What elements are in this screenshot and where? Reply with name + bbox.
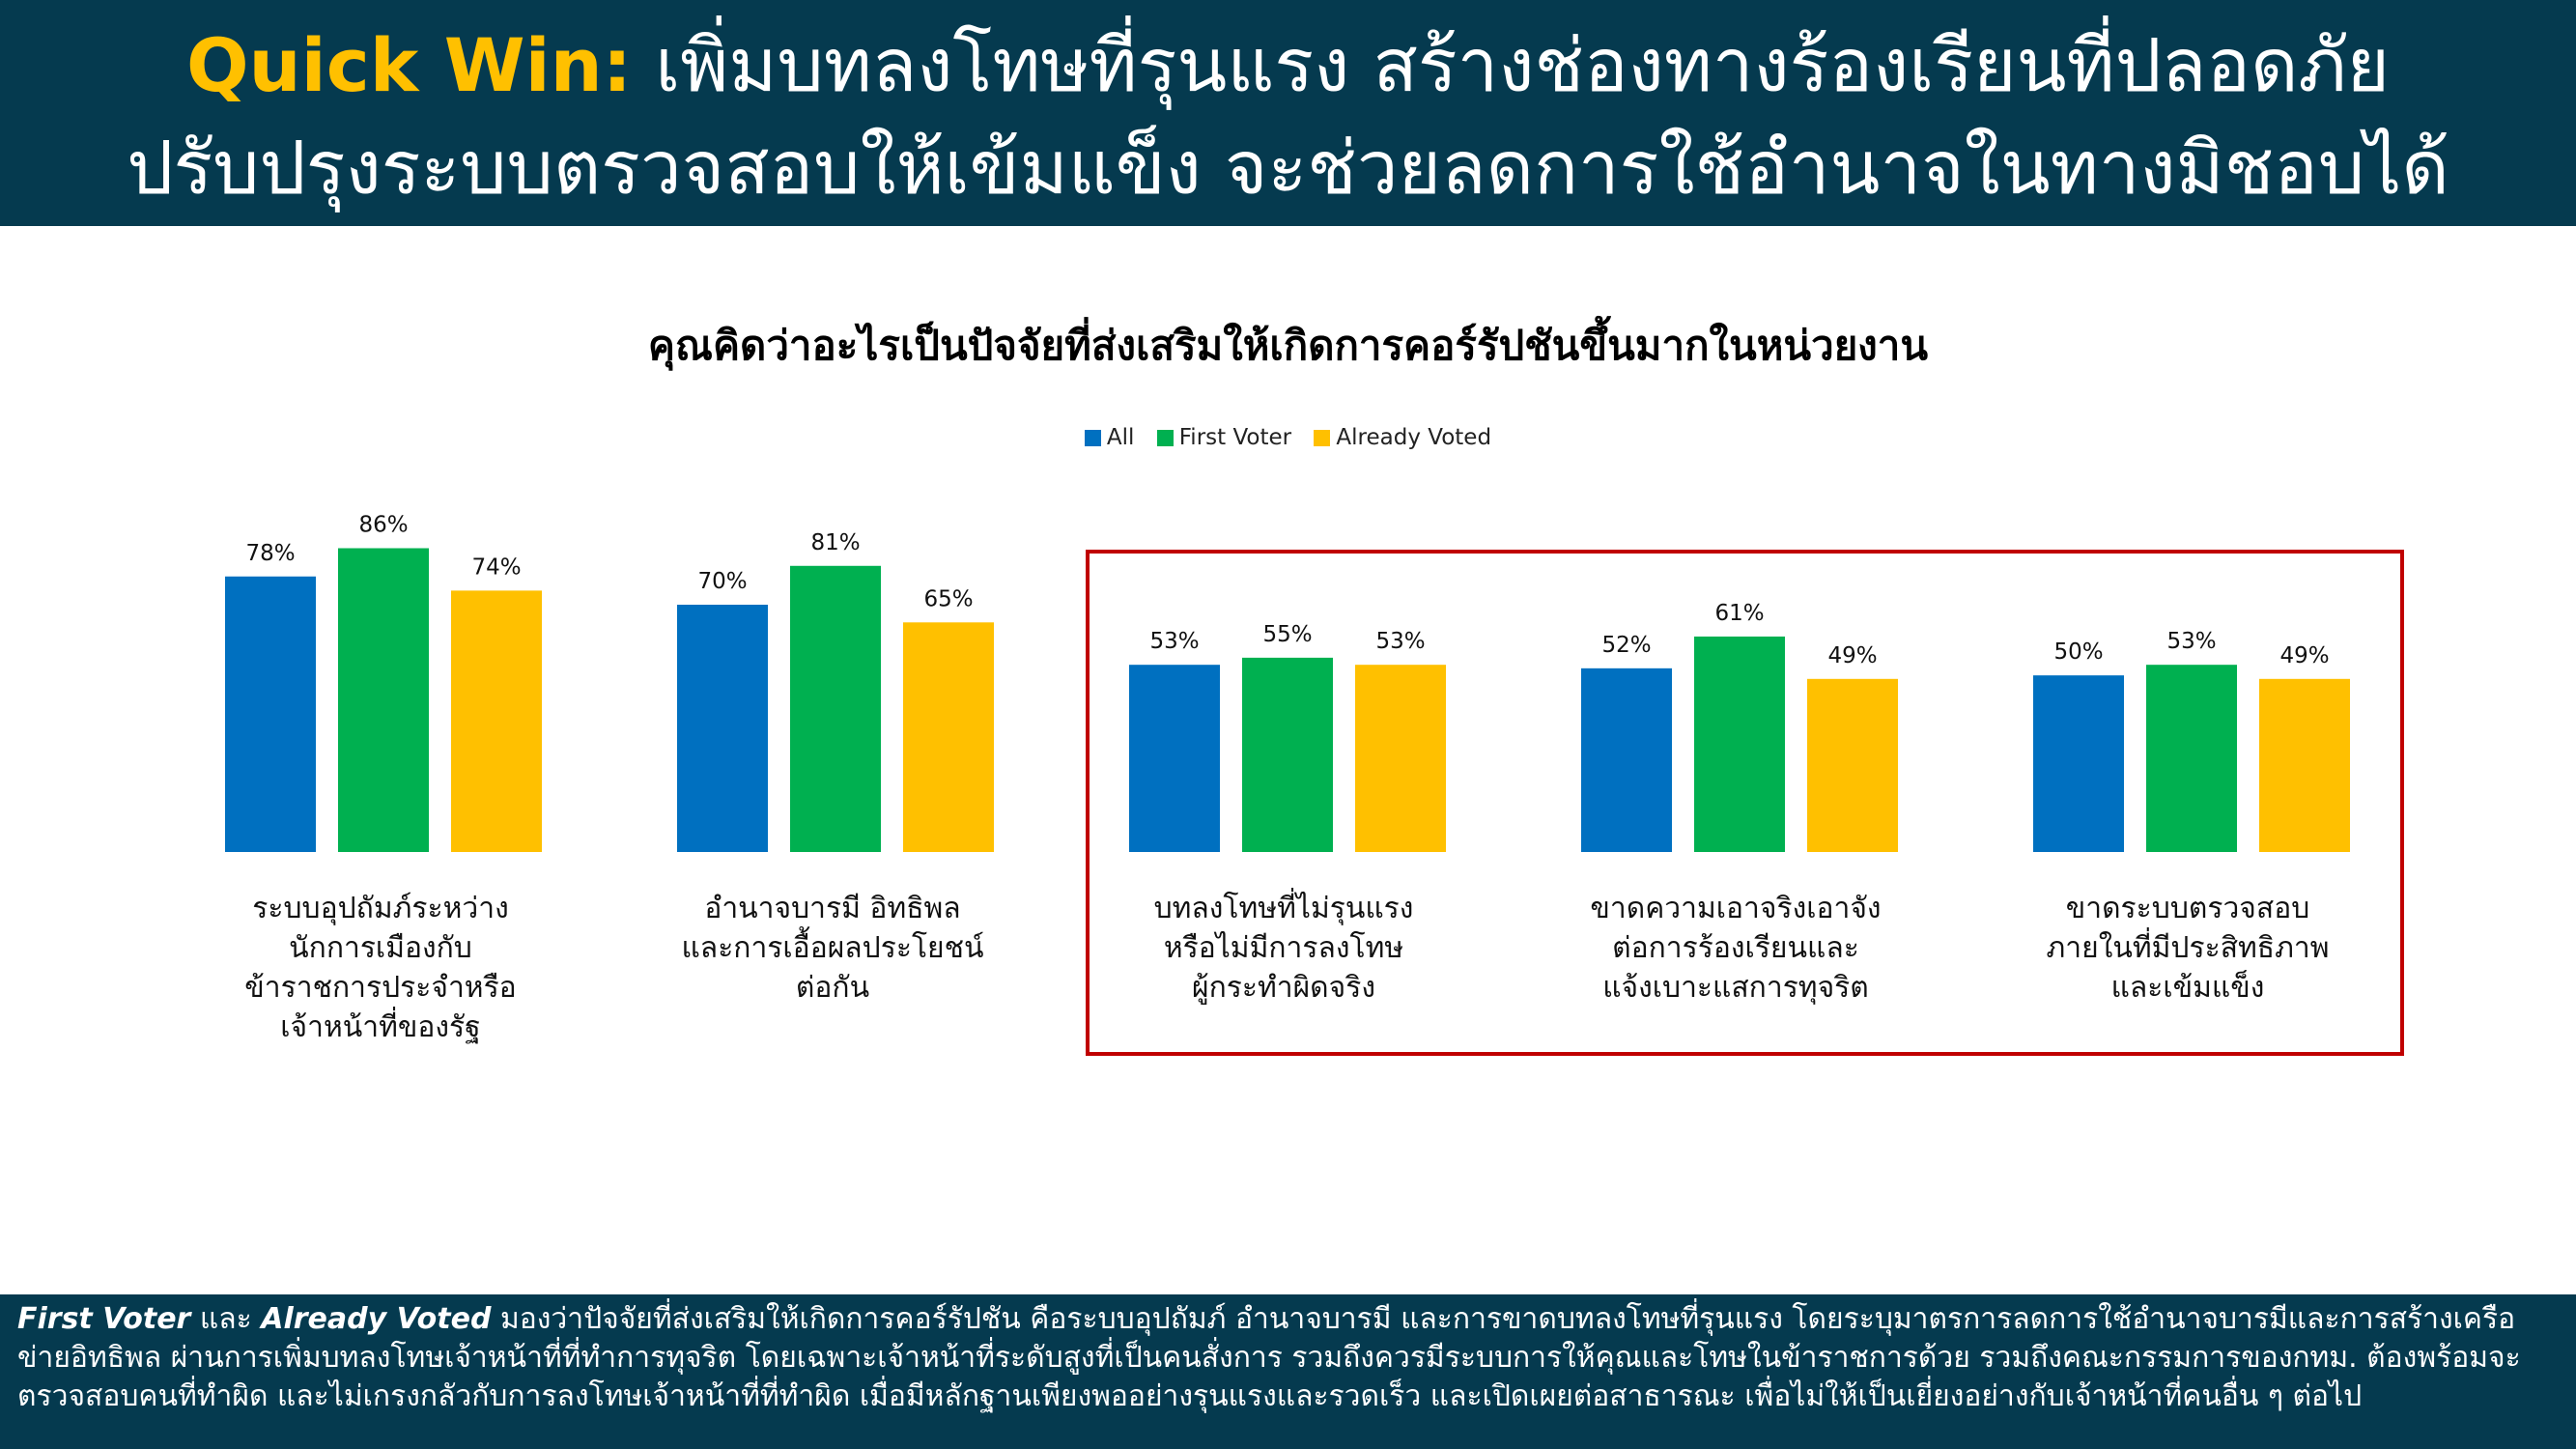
data-label-first-voter-4: 53% — [2166, 629, 2216, 654]
header-line-2: ปรับปรุงระบบตรวจสอบให้เข้มแข็ง จะช่วยลดก… — [127, 125, 2449, 211]
data-label-already-voted-0: 74% — [471, 554, 521, 580]
footer-already-voted: Already Voted — [261, 1302, 492, 1336]
bar-first-voter-1 — [790, 565, 881, 852]
bar-first-voter-0 — [338, 548, 429, 852]
bar-all-4 — [2033, 675, 2124, 852]
legend-item-already-voted: Already Voted — [1314, 425, 1491, 450]
quick-win-label: Quick Win: — [185, 22, 633, 108]
data-label-first-voter-1: 81% — [810, 530, 860, 555]
header-banner: Quick Win: เพิ่มบทลงโทษที่รุนแรง สร้างช่… — [0, 0, 2576, 226]
data-label-already-voted-3: 49% — [1827, 643, 1877, 668]
legend-swatch-already-voted — [1314, 430, 1331, 446]
summary-footer: First Voter และ Already Voted มองว่าปัจจ… — [0, 1294, 2576, 1449]
category-label-weak-punishment: บทลงโทษที่ไม่รุนแรง หรือไม่มีการลงโทษ ผู… — [1153, 892, 1414, 1005]
bar-already-voted-2 — [1355, 665, 1446, 852]
chart-title: คุณคิดว่าอะไรเป็นปัจจัยที่ส่งเสริมให้เกิ… — [647, 322, 1929, 369]
legend-swatch-all — [1084, 430, 1101, 446]
legend-item-first-voter: First Voter — [1156, 425, 1292, 450]
bar-already-voted-1 — [903, 622, 994, 852]
data-label-all-4: 50% — [2053, 639, 2103, 665]
legend-item-all: All — [1084, 425, 1135, 450]
bar-all-1 — [677, 605, 768, 852]
data-label-all-2: 53% — [1149, 629, 1199, 654]
highlight-box — [1086, 550, 2404, 1056]
footer-first-voter: First Voter — [17, 1302, 191, 1336]
category-label-complaint-handling: ขาดความเอาจริงเอาจัง ต่อการร้องเรียนและ … — [1590, 892, 1882, 1005]
bar-already-voted-3 — [1807, 678, 1898, 852]
bar-already-voted-0 — [451, 590, 542, 852]
category-label-patronage: ระบบอุปถัมภ์ระหว่าง นักการเมืองกับ ข้ารา… — [244, 892, 517, 1044]
bar-all-3 — [1581, 668, 1672, 852]
bar-already-voted-4 — [2259, 678, 2350, 852]
bar-all-2 — [1129, 665, 1220, 852]
legend-label-all: All — [1106, 425, 1135, 450]
footer-text-1: และ — [190, 1302, 262, 1336]
legend-swatch-first-voter — [1156, 430, 1174, 446]
data-label-first-voter-0: 86% — [358, 512, 408, 537]
category-label-internal-audit: ขาดระบบตรวจสอบ ภายในที่มีประสิทธิภาพ และ… — [2046, 892, 2330, 1005]
data-label-already-voted-1: 65% — [923, 586, 973, 611]
bar-first-voter-2 — [1242, 657, 1333, 852]
header-line-1-text: เพิ่มบทลงโทษที่รุนแรง สร้างช่องทางร้องเร… — [632, 22, 2391, 108]
legend-label-first-voter: First Voter — [1178, 425, 1292, 450]
header-line-1: Quick Win: เพิ่มบทลงโทษที่รุนแรง สร้างช่… — [0, 17, 2576, 114]
data-label-already-voted-4: 49% — [2279, 643, 2329, 668]
chart-legend: All First Voter Already Voted — [0, 425, 2576, 450]
bar-first-voter-3 — [1694, 636, 1785, 852]
legend-label-already-voted: Already Voted — [1336, 425, 1492, 450]
category-label-influence: อำนาจบารมี อิทธิพล และการเอื้อผลประโยชน์… — [681, 892, 984, 1005]
data-label-all-3: 52% — [1601, 633, 1651, 658]
data-label-first-voter-2: 55% — [1262, 622, 1312, 647]
data-label-all-0: 78% — [245, 541, 295, 566]
data-label-all-1: 70% — [697, 569, 747, 594]
data-label-first-voter-3: 61% — [1714, 601, 1764, 626]
footer-text-2: มองว่าปัจจัยที่ส่งเสริมให้เกิดการคอร์รัป… — [17, 1302, 2521, 1413]
data-label-already-voted-2: 53% — [1375, 629, 1425, 654]
bar-all-0 — [225, 576, 316, 852]
bar-first-voter-4 — [2146, 665, 2237, 852]
